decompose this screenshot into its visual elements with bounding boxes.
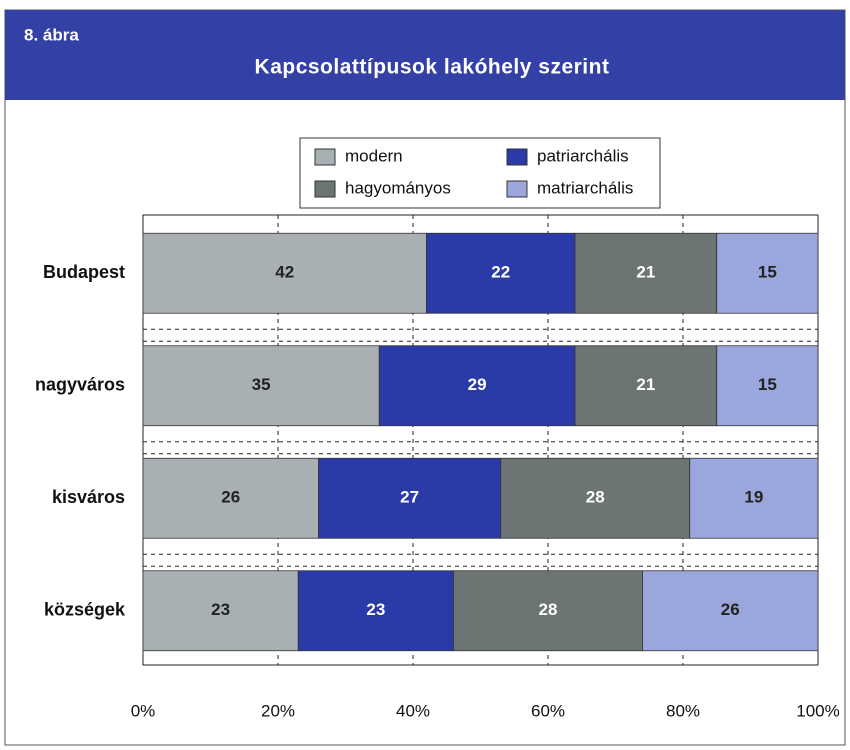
data-label: 21 xyxy=(636,375,655,394)
data-label: 29 xyxy=(468,375,487,394)
x-tick-label: 100% xyxy=(796,701,839,720)
x-tick-label: 0% xyxy=(131,701,156,720)
data-label: 15 xyxy=(758,375,777,394)
data-label: 23 xyxy=(211,600,230,619)
legend-swatch xyxy=(314,148,336,166)
data-label: 26 xyxy=(221,488,240,507)
legend-label: matriarchális xyxy=(537,178,633,197)
figure-label: 8. ábra xyxy=(24,25,79,44)
legend-swatch xyxy=(506,148,528,166)
y-tick-label: nagyváros xyxy=(35,375,125,395)
x-tick-label: 80% xyxy=(666,701,700,720)
data-label: 15 xyxy=(758,263,777,282)
bar-segment xyxy=(426,232,576,314)
bar-segment xyxy=(716,345,819,427)
header-band xyxy=(5,10,845,100)
bar-segment xyxy=(318,457,502,539)
legend-swatch xyxy=(314,180,336,198)
data-label: 21 xyxy=(636,263,655,282)
data-label: 27 xyxy=(400,488,419,507)
data-label: 28 xyxy=(586,488,605,507)
bar-segment xyxy=(142,232,427,314)
x-tick-label: 20% xyxy=(261,701,295,720)
data-label: 42 xyxy=(275,263,294,282)
bar-segment xyxy=(142,345,380,427)
y-tick-label: kisváros xyxy=(52,487,125,507)
data-label: 26 xyxy=(721,600,740,619)
data-label: 22 xyxy=(491,263,510,282)
bar-segment xyxy=(574,345,718,427)
data-label: 19 xyxy=(744,488,763,507)
legend-label: patriarchális xyxy=(537,146,629,165)
data-label: 28 xyxy=(539,600,558,619)
x-tick-label: 40% xyxy=(396,701,430,720)
legend-swatch xyxy=(506,180,528,198)
bar-segment xyxy=(142,457,319,539)
bar-segment xyxy=(142,570,299,652)
legend-label: hagyományos xyxy=(345,178,451,197)
data-label: 35 xyxy=(252,375,271,394)
bar-segment xyxy=(642,570,819,652)
y-tick-label: Budapest xyxy=(43,262,125,282)
x-tick-label: 60% xyxy=(531,701,565,720)
chart-title: Kapcsolattípusok lakóhely szerint xyxy=(255,56,610,79)
y-tick-label: községek xyxy=(44,600,126,620)
bar-segment xyxy=(716,232,819,314)
data-label: 23 xyxy=(366,600,385,619)
bar-segment xyxy=(689,457,819,539)
bar-segment xyxy=(574,232,718,314)
bar-segment xyxy=(453,570,643,652)
legend-box xyxy=(299,137,661,209)
plot-frame xyxy=(142,214,819,666)
legend-label: modern xyxy=(345,146,403,165)
bar-segment xyxy=(297,570,454,652)
bar-segment xyxy=(500,457,691,539)
